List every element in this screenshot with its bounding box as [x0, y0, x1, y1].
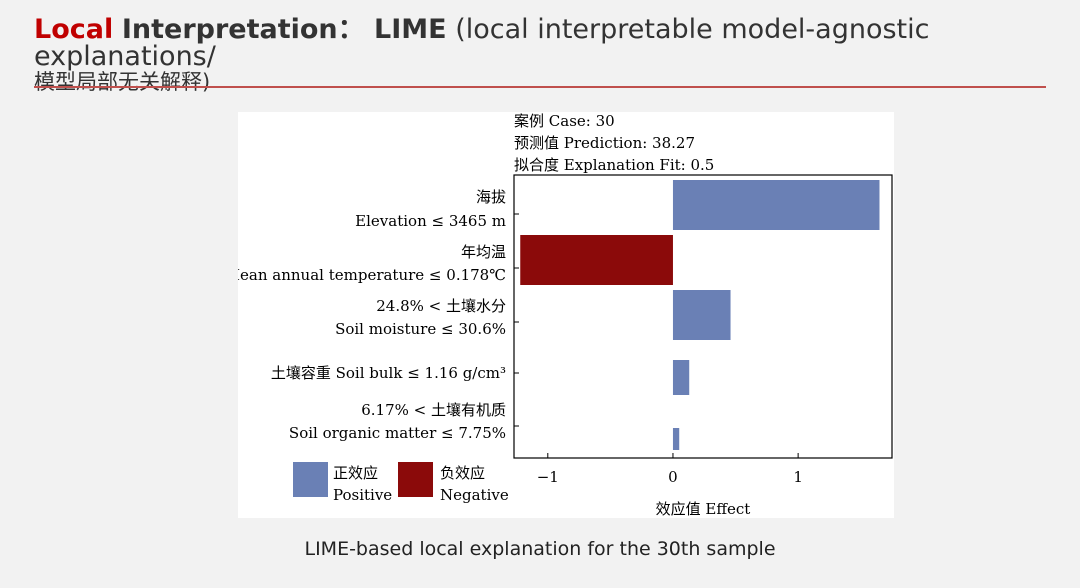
legend-label-negative: 负效应: [440, 464, 485, 482]
y-tick-label: Soil moisture ≤ 30.6%: [335, 320, 506, 338]
y-tick-label: 年均温: [461, 243, 506, 261]
bar-3: [672, 360, 690, 395]
legend-label-positive: 正效应: [333, 464, 378, 482]
chart-header-line: 预测值 Prediction: 38.27: [514, 134, 695, 152]
legend-label-positive: Positive: [333, 486, 392, 504]
y-tick-label: 24.8% < 土壤水分: [376, 297, 506, 315]
chart-header-line: 案例 Case: 30: [514, 112, 615, 130]
slide-title: Local Interpretation： LIME (local interp…: [34, 16, 1054, 94]
y-tick-label: Soil organic matter ≤ 7.75%: [289, 424, 506, 442]
x-axis-label: 效应值 Effect: [656, 500, 751, 518]
bar-1: [520, 235, 673, 285]
x-tick-label: 0: [668, 468, 678, 486]
lime-chart-figure: 案例 Case: 30 预测值 Prediction: 38.27 拟合度 Expl…: [238, 112, 894, 518]
bar-0: [672, 180, 880, 230]
y-tick-label: Elevation ≤ 3465 m: [355, 212, 506, 230]
legend-label-negative: Negative: [440, 486, 509, 504]
bar-4: [672, 428, 680, 450]
title-divider: [34, 86, 1046, 88]
legend-swatch-negative: [398, 462, 433, 497]
title-subtitle: (local interpretable model-agnostic expl…: [34, 14, 930, 72]
plot-frame: [513, 174, 893, 459]
title-subtitle-cn: 模型局部无关解释): [34, 70, 211, 94]
x-tick-label: −1: [537, 468, 559, 486]
x-tick-label: 1: [793, 468, 803, 486]
y-tick-label: Mean annual temperature ≤ 0.178℃: [238, 266, 506, 284]
bar-2: [672, 290, 731, 340]
chart-header-line: 拟合度 Explanation Fit: 0.5: [514, 156, 714, 174]
title-keyword: Local: [34, 14, 114, 45]
y-tick-label: 6.17% < 土壤有机质: [361, 401, 506, 419]
y-tick-label: 海拔: [476, 188, 506, 206]
title-main: Interpretation： LIME: [121, 14, 447, 45]
figure-caption: LIME-based local explanation for the 30t…: [304, 538, 776, 560]
y-tick-label: 土壤容重 Soil bulk ≤ 1.16 g/cm³: [271, 364, 506, 382]
lime-bar-chart: 案例 Case: 30 预测值 Prediction: 38.27 拟合度 Expl…: [238, 112, 893, 518]
legend-swatch-positive: [293, 462, 328, 497]
